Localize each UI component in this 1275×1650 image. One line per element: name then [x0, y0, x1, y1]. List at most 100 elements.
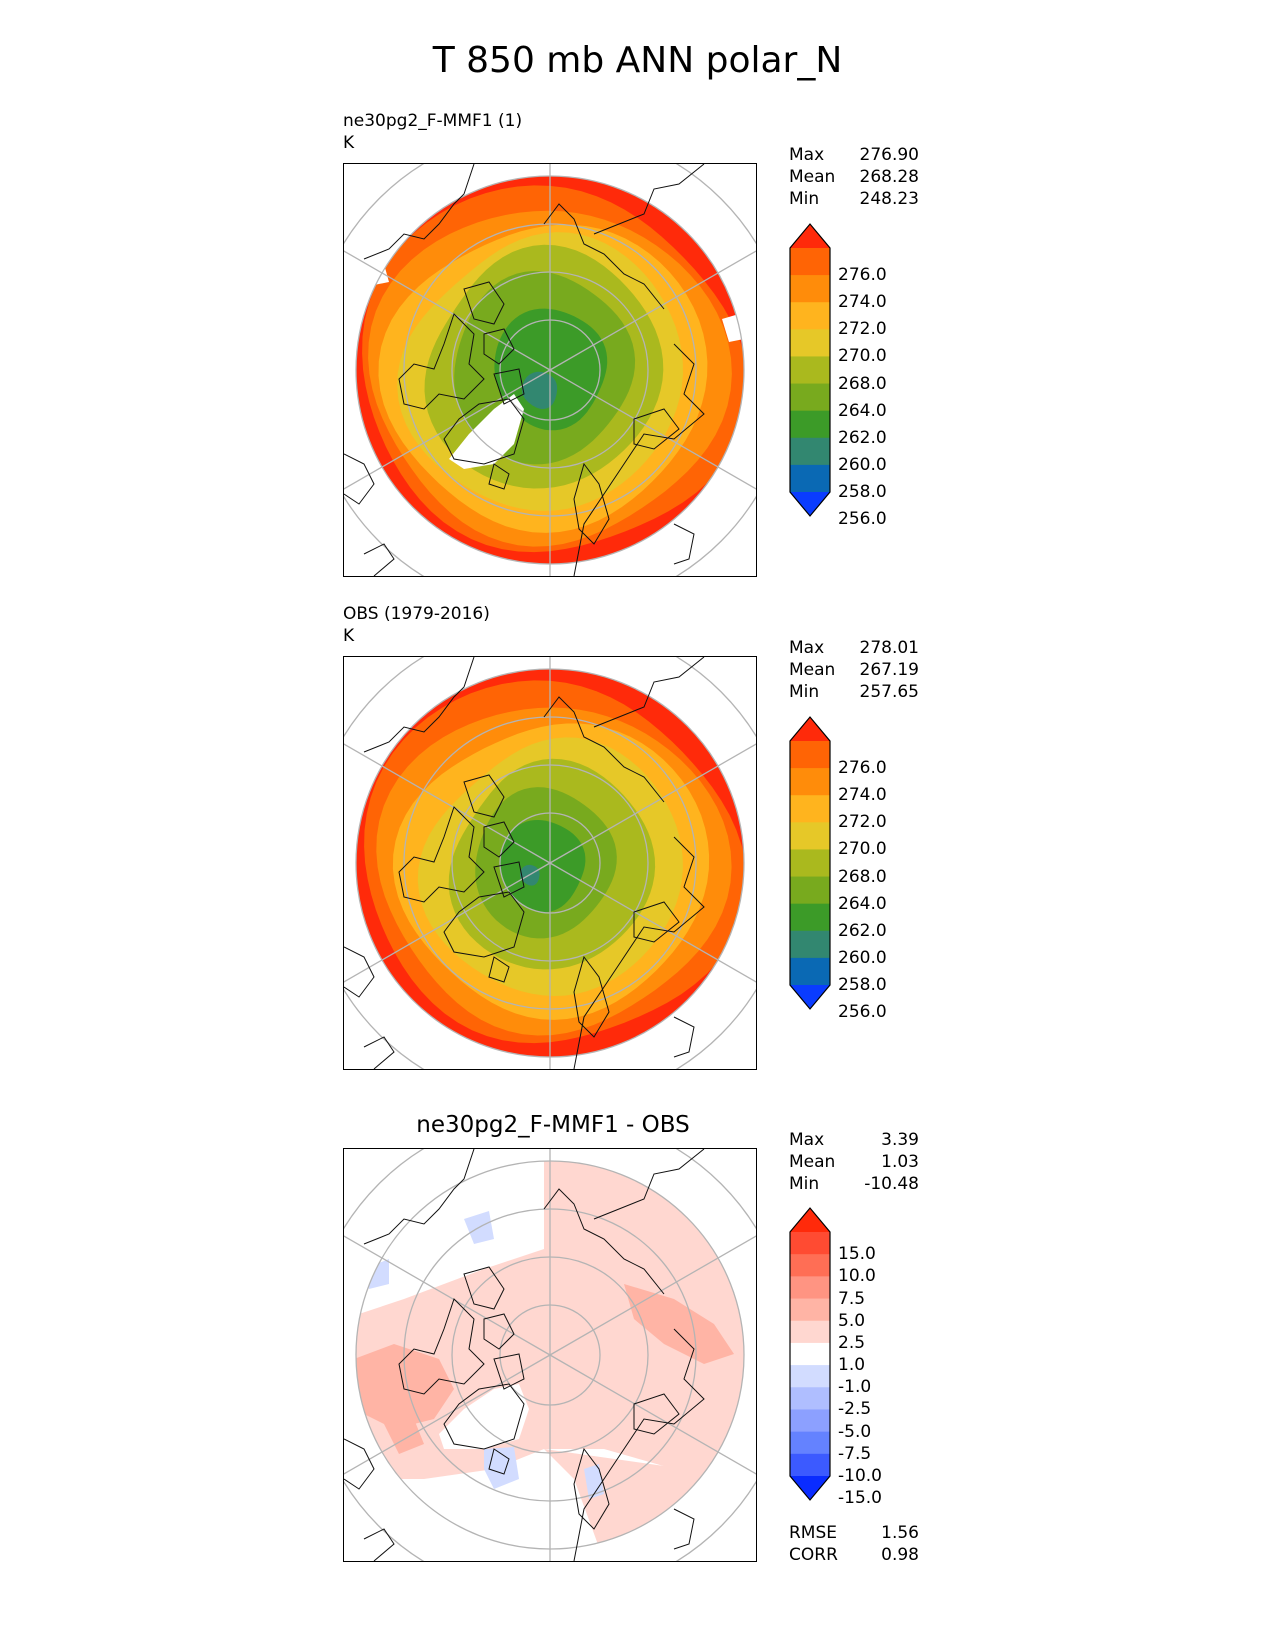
diff-coastlines: [344, 1149, 705, 1561]
diff-coastline-segment: [363, 1528, 395, 1561]
model-coastline-segment: [363, 543, 395, 576]
obs-coastline-segment: [488, 956, 510, 983]
diff-colorbar-tick-label: 10.0: [838, 1266, 876, 1287]
model-colorbar-ticks: 276.0 274.0 272.0 270.0 268.0 264.0 262.0 260.0…: [838, 222, 918, 528]
obs-colorbar-overflow-bottom: [790, 985, 830, 1009]
obs-coastline-segment: [344, 946, 375, 998]
model-polar-map: [344, 164, 756, 576]
obs-max-value: 278.01: [859, 638, 919, 658]
obs-case-name: OBS (1979-2016): [343, 604, 490, 624]
diff-coastline-segment: [673, 1508, 695, 1550]
diff-colorbar: [789, 1207, 831, 1501]
obs-coastline-segment: [543, 696, 665, 803]
diff-coastline-segment: [443, 1383, 525, 1450]
diff-polar-map: [344, 1149, 756, 1561]
model-panel-label: ne30pg2_F-MMF1 (1) K: [343, 110, 522, 154]
model-colorbar-tick-label: 268.0: [838, 373, 887, 394]
diff-colorbar-segment: [790, 1453, 830, 1477]
obs-colorbar-segment: [790, 849, 830, 878]
obs-colorbar-tick-label: 264.0: [838, 893, 887, 914]
obs-coastline-segment: [463, 774, 505, 818]
diff-colorbar-tick-label: 1.0: [838, 1355, 866, 1376]
model-colorbar-segment: [790, 410, 830, 439]
model-coastline-segment: [543, 203, 665, 310]
obs-colorbar-tick-label: 276.0: [838, 758, 887, 779]
obs-colorbar-outline: [789, 716, 831, 1010]
diff-level-band: [484, 1447, 519, 1489]
diff-colorbar-tick-label: -5.0: [838, 1421, 872, 1442]
model-colorbar-tick-label: 264.0: [838, 400, 887, 421]
model-colorbar-segment: [790, 275, 830, 303]
diff-coastline-segment: [398, 1298, 485, 1395]
model-units: K: [343, 133, 355, 153]
model-colorbar-segment: [790, 383, 830, 412]
obs-colorbar-tick-label: 256.0: [838, 1002, 887, 1023]
diff-colorbar-segment: [790, 1409, 830, 1433]
obs-colorbar-ticks: 276.0 274.0 272.0 270.0 268.0 264.0 262.0 260.0…: [838, 715, 918, 1021]
obs-units: K: [343, 626, 355, 646]
diff-coastline-segment: [463, 1266, 505, 1310]
obs-coastline-segment: [633, 901, 680, 943]
model-coastline-segment: [488, 463, 510, 490]
figure-title: T 850 mb ANN polar_N: [432, 40, 843, 81]
diff-mean-label: Mean: [789, 1152, 836, 1172]
obs-colorbar-tick-label: 260.0: [838, 947, 887, 968]
model-colorbar-tick-label: 272.0: [838, 319, 887, 340]
model-coastline-segment: [493, 368, 525, 405]
obs-colorbar-tick-label: 274.0: [838, 785, 887, 806]
model-colorbar-overflow-top: [790, 224, 830, 248]
model-meridian: [344, 250, 551, 371]
obs-min-label: Min: [789, 682, 820, 702]
model-colorbar-tick-label: 256.0: [838, 509, 887, 530]
obs-coastline-segment: [363, 1036, 395, 1069]
diff-colorbar-segment: [790, 1387, 830, 1410]
obs-coastline-segment: [493, 861, 525, 898]
obs-level-band: [499, 820, 586, 913]
diff-coastline-segment: [483, 1313, 515, 1350]
diff-coastline-segment: [488, 1448, 510, 1475]
model-mean-label: Mean: [789, 167, 836, 187]
model-colorbar-segment: [790, 329, 830, 357]
diff-graticule: [344, 1149, 756, 1561]
obs-map: [343, 656, 757, 1070]
diff-meridian: [344, 1235, 551, 1356]
obs-polar-map: [344, 657, 756, 1069]
obs-colorbar-tick-label: 262.0: [838, 920, 887, 941]
model-colorbar-segment: [790, 356, 830, 385]
model-colorbar-tick-label: 258.0: [838, 482, 887, 502]
model-colorbar-outline: [789, 223, 831, 517]
diff-map: [343, 1148, 757, 1562]
corr-value: 0.98: [881, 1545, 919, 1565]
model-coastline-segment: [573, 343, 705, 576]
obs-colorbar-segment: [790, 903, 830, 932]
model-temperature-field: [356, 176, 744, 564]
diff-stats: Max 3.39 Mean 1.03 Min -10.48: [789, 1129, 919, 1195]
obs-panel-label: OBS (1979-2016) K: [343, 603, 490, 647]
model-colorbar-segment: [790, 302, 830, 330]
obs-coastline-segment: [398, 806, 485, 903]
obs-colorbar-segment: [790, 768, 830, 796]
obs-colorbar-segment: [790, 822, 830, 850]
model-min-label: Min: [789, 189, 820, 209]
diff-min-value: -10.48: [864, 1174, 919, 1194]
model-colorbar: [789, 223, 831, 517]
diff-coastline-segment: [363, 1149, 475, 1245]
obs-colorbar: [789, 716, 831, 1010]
diff-colorbar-tick-label: 15.0: [838, 1244, 876, 1265]
obs-coastline-segment: [573, 955, 610, 1038]
model-coastline-segment: [344, 453, 375, 505]
model-max-value: 276.90: [859, 145, 919, 165]
obs-coastline-segment: [443, 891, 525, 958]
diff-coastline-segment: [593, 1149, 705, 1220]
diff-colorbar-tick-label: -10.0: [838, 1466, 882, 1486]
diff-meridian: [549, 1354, 756, 1475]
model-colorbar-segment: [790, 437, 830, 466]
obs-mean-value: 267.19: [859, 660, 919, 680]
obs-coastlines: [344, 657, 705, 1069]
model-case-name: ne30pg2_F-MMF1 (1): [343, 111, 523, 131]
obs-colorbar-tick-label: 258.0: [838, 975, 887, 995]
model-colorbar-segment: [790, 248, 830, 276]
diff-coastline-segment: [573, 1328, 705, 1561]
obs-meridian: [549, 862, 756, 983]
model-coastline-segment: [363, 164, 475, 260]
